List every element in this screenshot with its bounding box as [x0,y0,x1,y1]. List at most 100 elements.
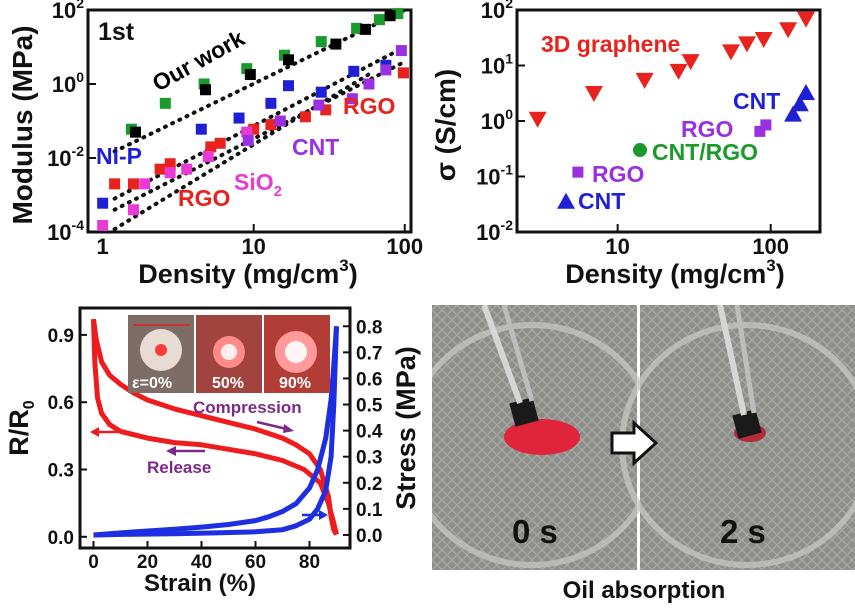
strain-y-right-tick-label: 0.1 [356,500,383,521]
modulus-point [214,137,226,149]
modulus-point [346,93,358,105]
conductivity-x-label-sup: 3 [766,256,775,275]
annotation-ni-p: Ni-P [96,143,142,169]
modulus-point [315,86,327,98]
modulus-point [330,38,342,50]
modulus-point [159,97,171,109]
modulus-y-tick-label: 100 [52,69,84,97]
modulus-point [384,10,396,22]
conductivity-y-tick-label: 101 [481,51,513,79]
modulus-point [241,126,253,138]
annotation-rgo-left: RGO [592,161,644,187]
strain-x-label: Strain (%) [144,570,256,597]
modulus-point [265,119,277,131]
time-arrow-icon [610,419,659,467]
modulus-point [248,123,260,135]
conductivity-point [779,22,798,39]
strain-y-right-tick-label: 0.0 [356,526,382,547]
modulus-point [202,150,214,162]
annotation-our-work: Our work [148,25,249,97]
modulus-point [164,167,176,179]
strain-y-left-label: R/R0 [4,400,38,456]
modulus-point [139,178,151,190]
modulus-y-tick-label: 10-4 [47,217,84,245]
foam-cube-right [732,409,762,439]
modulus-y-tick-label-base: 10 [52,0,76,23]
modulus-point [397,67,409,79]
foam-cube-left [509,397,539,427]
oil-drop-left [504,419,580,455]
conductivity-y-tick-label-exp: 0 [505,106,513,122]
led-inset-strip: ε=0% 50% 90% [128,315,330,393]
conductivity-point [784,105,803,122]
annotation-cnt-rgo: CNT/RGO [652,139,758,165]
conductivity-x-label-main: Density (mg/cm [565,259,766,289]
strain-chart: R/R0 Stress (MPa) Strain (%) 0 20 40 60 800.… [4,306,421,597]
photo-frame-right: 2 s [619,305,855,570]
annotation-rgo-right: RGO [681,116,733,142]
modulus-y-tick-label: 10-2 [47,143,84,171]
modulus-point [283,54,295,66]
modulus-point [127,178,139,190]
conductivity-point [528,111,547,128]
conductivity-y-tick-label-base: 10 [476,165,500,190]
conductivity-y-tick-label-exp: -2 [501,217,514,233]
modulus-point [320,104,332,116]
strain-y-right-tick-label: 0.5 [356,396,383,417]
annotation-release: Release [147,458,211,477]
modulus-point [97,219,109,231]
modulus-y-tick-label-base: 10 [52,72,76,97]
conductivity-y-tick-label-exp: -1 [501,162,514,178]
left-axis-arrow-head [90,427,99,437]
modulus-y-tick-label-exp: 0 [76,69,84,85]
conductivity-point [681,54,700,71]
conductivity-point [790,95,809,112]
led-inset-0-glow [155,344,167,356]
modulus-trendline [112,8,407,154]
modulus-point [363,78,375,90]
strain-y-right-label: Stress (MPa) [391,346,421,510]
modulus-y-tick-label-base: 10 [47,220,71,245]
stress-curve-2 [93,326,339,538]
modulus-x-label: Density (mg/cm3) [138,256,358,289]
modulus-point [241,63,253,75]
right-axis-arrow-head [319,510,328,520]
annotation-rgo-upper: RGO [343,93,395,119]
modulus-x-label-main: Density (mg/cm [138,259,339,289]
strain-x-tick-label: 20 [137,552,158,573]
modulus-point [315,36,327,48]
conductivity-point [635,72,654,89]
photo-label-right: 2 s [720,513,766,550]
modulus-point [109,178,121,190]
modulus-point [373,14,385,26]
led-inset-label-0: ε=0% [132,375,172,392]
modulus-x-tick-label: 100 [386,234,423,259]
conductivity-chart: σ (S/cm) Density (mg/cm3) 10 10010-210-11… [430,0,822,289]
annotation-rgo-lower: RGO [178,185,230,211]
modulus-point [244,69,256,81]
conductivity-y-tick-label-base: 10 [481,0,505,23]
modulus-y-label-text: Modulus (MPa) [7,25,38,224]
modulus-x-label-sup: 3 [339,256,348,275]
modulus-point [200,84,212,96]
modulus-x-tick-label: 1 [97,234,109,259]
annotation-sio2-sub: 2 [274,183,282,200]
annotation-sio2: SiO2 [234,169,282,200]
conductivity-point [633,143,648,158]
tweezer-right-a [717,305,747,416]
stress-curve-3 [93,326,339,538]
modulus-point [395,45,407,57]
conductivity-x-tick-label: 10 [605,234,629,259]
modulus-point [205,141,217,153]
conductivity-point [669,63,688,80]
strain-x-tick-label: 40 [191,552,212,573]
photo-label-left: 0 s [512,513,558,550]
strain-x-tick-label: 80 [299,552,320,573]
strain-y-right-tick-label: 0.4 [356,422,383,443]
conductivity-y-label: σ (S/cm) [430,69,461,182]
strain-y-left-tick-label: 0.3 [48,460,74,481]
modulus-point [392,8,404,20]
conductivity-x-tick-label: 100 [752,234,789,259]
modulus-y-tick-label-base: 10 [47,146,71,171]
strain-y-left-label-sub: 0 [21,400,38,409]
